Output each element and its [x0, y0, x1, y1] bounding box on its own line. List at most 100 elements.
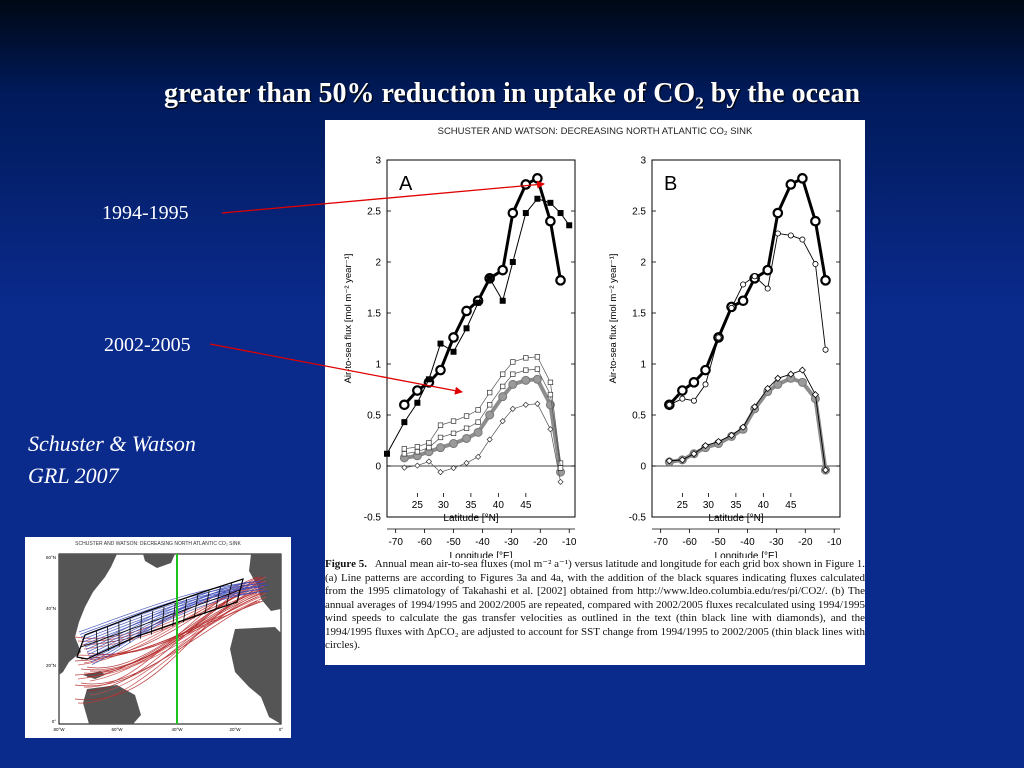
y-tick-label: 2.5 — [632, 207, 646, 218]
series-line — [404, 377, 563, 473]
data-point — [812, 261, 819, 268]
variant-point — [510, 371, 516, 377]
data-point — [679, 395, 686, 402]
ship-track-blue — [83, 590, 270, 645]
citation-authors: Schuster & Watson — [28, 431, 196, 456]
map-lon-label: 80°W — [53, 727, 65, 732]
data-point — [520, 179, 532, 190]
data-point — [521, 375, 531, 385]
plot-frame — [386, 159, 576, 518]
variant-point — [499, 418, 506, 425]
ship-track-blue — [89, 590, 270, 660]
grid-box-divider — [95, 630, 99, 655]
lon-tick-label: -40 — [740, 537, 755, 548]
map-lon-label: 40°W — [171, 727, 183, 732]
data-point — [799, 236, 806, 243]
south-america-landmass — [83, 685, 141, 724]
data-point — [677, 385, 688, 396]
caption-label: Figure 5. — [325, 558, 367, 570]
y-tick-label: 0.5 — [632, 411, 646, 422]
map-lat-label: 20°N — [46, 663, 56, 668]
data-point — [751, 273, 758, 280]
variant-point — [414, 449, 421, 455]
lon-tick-label: -20 — [533, 537, 548, 548]
data-point — [545, 215, 556, 227]
data-point — [462, 433, 472, 443]
lat-axis-title: Latitude [°N] — [708, 513, 763, 524]
ship-track-blue — [91, 582, 266, 665]
data-point — [714, 437, 723, 446]
map-lon-label: 60°W — [111, 727, 123, 732]
lon-tick-label: -50 — [446, 537, 461, 548]
data-point — [764, 285, 771, 292]
data-point — [449, 439, 459, 449]
slide-title: greater than 50% reduction in uptake of … — [0, 78, 1024, 114]
grid-box-divider — [140, 614, 142, 639]
variant-point — [437, 469, 444, 476]
data-point — [499, 297, 506, 304]
lat-tick-label: 30 — [703, 500, 715, 511]
lat-axis-title: Latitude [°N] — [443, 513, 498, 524]
lon-tick-label: -30 — [504, 537, 519, 548]
y-tick-label: 1 — [375, 360, 381, 371]
lat-tick-label: 45 — [785, 500, 797, 511]
data-point — [821, 466, 830, 474]
data-point — [547, 199, 554, 206]
ship-track-red — [74, 588, 258, 701]
data-point — [425, 376, 432, 383]
variant-point — [450, 430, 457, 437]
variant-point — [547, 391, 554, 398]
grid-box-midline — [80, 589, 241, 648]
lon-tick-label: -70 — [653, 537, 668, 548]
variant-point — [523, 355, 529, 361]
variant-point — [534, 400, 541, 407]
citation: Schuster & Watson GRL 2007 — [28, 428, 196, 492]
figure-caption: Figure 5. Annual mean air-to-sea fluxes … — [325, 558, 865, 653]
label-2002-2005: 2002-2005 — [104, 334, 191, 356]
y-tick-label: -0.5 — [364, 513, 382, 524]
variant-point — [426, 440, 432, 446]
plot-frame — [651, 159, 841, 518]
y-tick-label: 1 — [640, 360, 646, 371]
data-point — [690, 450, 698, 458]
data-point — [728, 304, 735, 311]
grid-box-divider — [225, 582, 233, 607]
variant-point — [486, 436, 493, 443]
title-subscript: 2 — [695, 93, 704, 113]
data-point — [412, 385, 423, 396]
data-point — [740, 281, 747, 288]
variant-point — [401, 446, 408, 452]
ship-track-red — [89, 584, 267, 696]
map-lon-label: 20°W — [229, 727, 241, 732]
data-point — [509, 259, 516, 265]
data-point — [534, 195, 541, 202]
variant-point — [475, 453, 482, 460]
data-point — [701, 442, 710, 450]
data-point — [414, 399, 421, 406]
variant-point — [557, 465, 564, 471]
data-point — [522, 210, 529, 217]
variant-point — [401, 464, 408, 471]
data-point — [787, 232, 794, 239]
data-point — [772, 207, 784, 219]
map-lat-label: 60°N — [46, 555, 56, 560]
ship-track-blue — [88, 588, 266, 658]
y-tick-label: 1.5 — [632, 309, 646, 320]
variant-point — [487, 389, 493, 396]
data-point — [507, 207, 519, 219]
data-point — [774, 230, 781, 237]
variant-point — [534, 366, 541, 372]
panel-label: A — [399, 173, 413, 195]
lon-tick-label: -60 — [682, 537, 697, 548]
data-point — [508, 379, 518, 389]
map-svg: SCHUSTER AND WATSON: DECREASING NORTH AT… — [46, 541, 283, 732]
variant-point — [450, 418, 457, 424]
data-point — [820, 275, 831, 286]
data-point — [532, 374, 542, 384]
variant-point — [500, 383, 506, 390]
ship-track-blue — [78, 580, 262, 633]
data-point — [437, 340, 444, 347]
variant-point — [487, 402, 493, 408]
variant-point — [463, 425, 470, 431]
variant-point — [547, 426, 554, 433]
